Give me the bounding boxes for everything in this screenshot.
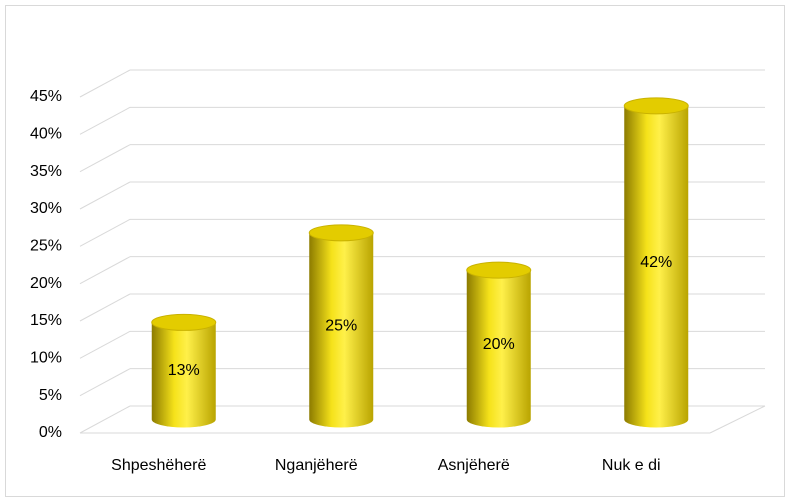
grid-line-side	[79, 144, 131, 173]
y-tick-label: 30%	[30, 200, 62, 217]
bar	[623, 97, 689, 428]
bar-body	[466, 270, 531, 428]
grid-line-side	[79, 69, 131, 98]
y-tick-label: 15%	[30, 312, 62, 329]
bar-body	[309, 232, 374, 428]
y-tick-label: 20%	[30, 275, 62, 292]
bar	[466, 261, 532, 428]
grid-line-side	[79, 368, 131, 397]
data-label: 20%	[483, 336, 515, 353]
grid-line-side	[79, 330, 131, 359]
x-tick-label: Shpeshëherë	[111, 457, 206, 474]
y-tick-label: 35%	[30, 163, 62, 180]
bar	[151, 313, 217, 428]
y-tick-label: 40%	[30, 126, 62, 143]
grid-line-side	[79, 106, 131, 135]
data-label: 42%	[640, 254, 672, 271]
x-tick-label: Nuk e di	[602, 457, 661, 474]
x-tick-label: Nganjëherë	[275, 457, 358, 474]
data-label: 13%	[168, 362, 200, 379]
bar	[308, 224, 374, 428]
bar-body	[624, 105, 689, 428]
grid-line-side	[79, 405, 131, 434]
bar-top	[466, 261, 532, 279]
bar-top	[623, 97, 689, 115]
data-label: 25%	[325, 317, 357, 334]
bar-top	[308, 224, 374, 242]
y-tick-label: 5%	[39, 387, 62, 404]
x-tick-label: Asnjëherë	[438, 457, 510, 474]
bar-body	[151, 322, 216, 428]
y-tick-label: 10%	[30, 350, 62, 367]
grid-line-side	[79, 218, 131, 247]
floor-side	[709, 405, 766, 434]
grid-line-side	[79, 256, 131, 285]
grid-line-side	[79, 293, 131, 322]
bar-top	[151, 313, 217, 331]
y-tick-label: 25%	[30, 238, 62, 255]
y-tick-label: 0%	[39, 424, 62, 441]
y-tick-label: 45%	[30, 88, 62, 105]
grid-line-side	[79, 181, 131, 210]
